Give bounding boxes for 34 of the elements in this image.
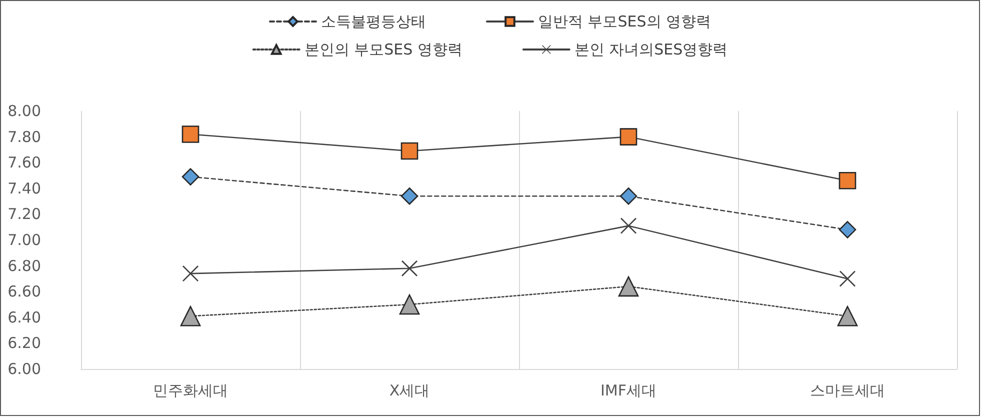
point [400,142,418,160]
legend-label: 소득불평등상태 [320,12,426,30]
x-tick-label: 민주화세대 [153,382,228,400]
y-tick-label: 6.60 [8,282,41,301]
y-tick-label: 6.20 [8,334,41,352]
y-tick-label: 7.20 [8,205,41,224]
point [180,306,201,326]
legend-label: 일반적 부모SES의 영향력 [538,12,712,30]
y-tick-label: 7.40 [8,179,41,198]
y-tick-label: 7.80 [8,128,41,146]
point [620,218,636,234]
point [618,276,639,297]
point [399,294,420,315]
point [182,168,200,186]
x-tick-label: 스마트세대 [810,382,885,400]
y-tick-label: 6.00 [8,360,41,378]
point [620,187,638,205]
y-tick-label: 7.60 [8,154,41,172]
legend-label: 본인 자녀의SES영향력 [574,40,728,58]
y-tick-label: 8.00 [8,102,41,120]
point [838,172,856,190]
point [840,270,856,287]
point [837,306,858,326]
point [400,187,418,205]
x-tick-label: IMF세대 [600,382,656,400]
point [620,128,638,146]
y-tick-label: 7.00 [8,231,41,249]
point [402,260,418,276]
point [182,126,200,143]
point [838,221,856,238]
y-tick-label: 6.80 [8,256,41,275]
y-tick-label: 6.40 [8,308,41,326]
legend-label: 본인의 부모SES 영향력 [304,40,462,58]
x-tick-label: X세대 [389,382,430,400]
